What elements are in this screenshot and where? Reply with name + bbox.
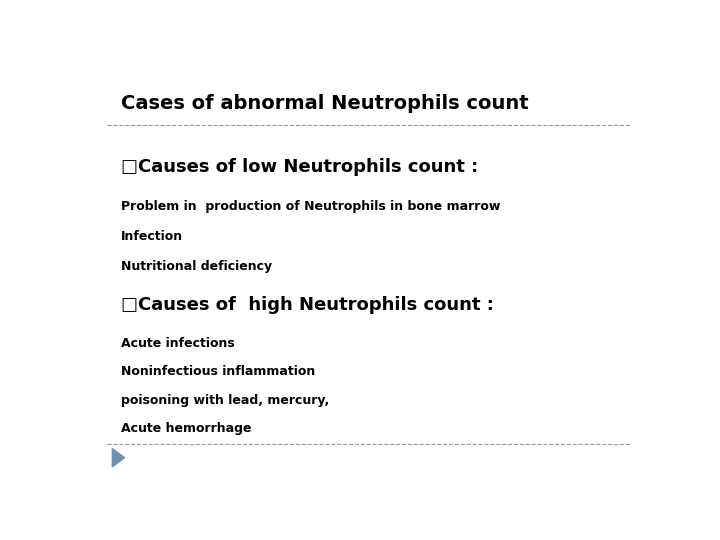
Text: Cases of abnormal Neutrophils count: Cases of abnormal Neutrophils count	[121, 94, 528, 113]
Text: Noninfectious inflammation: Noninfectious inflammation	[121, 366, 315, 379]
Text: □Causes of  high Neutrophils count :: □Causes of high Neutrophils count :	[121, 295, 494, 314]
Text: Problem in  production of Neutrophils in bone marrow: Problem in production of Neutrophils in …	[121, 200, 500, 213]
Text: □Causes of low Neutrophils count :: □Causes of low Neutrophils count :	[121, 158, 478, 177]
Text: Acute hemorrhage: Acute hemorrhage	[121, 422, 251, 435]
Text: Nutritional deficiency: Nutritional deficiency	[121, 260, 272, 273]
Text: Acute infections: Acute infections	[121, 337, 235, 350]
Text: Infection: Infection	[121, 230, 183, 243]
Text: poisoning with lead, mercury,: poisoning with lead, mercury,	[121, 394, 329, 407]
Polygon shape	[112, 449, 125, 467]
